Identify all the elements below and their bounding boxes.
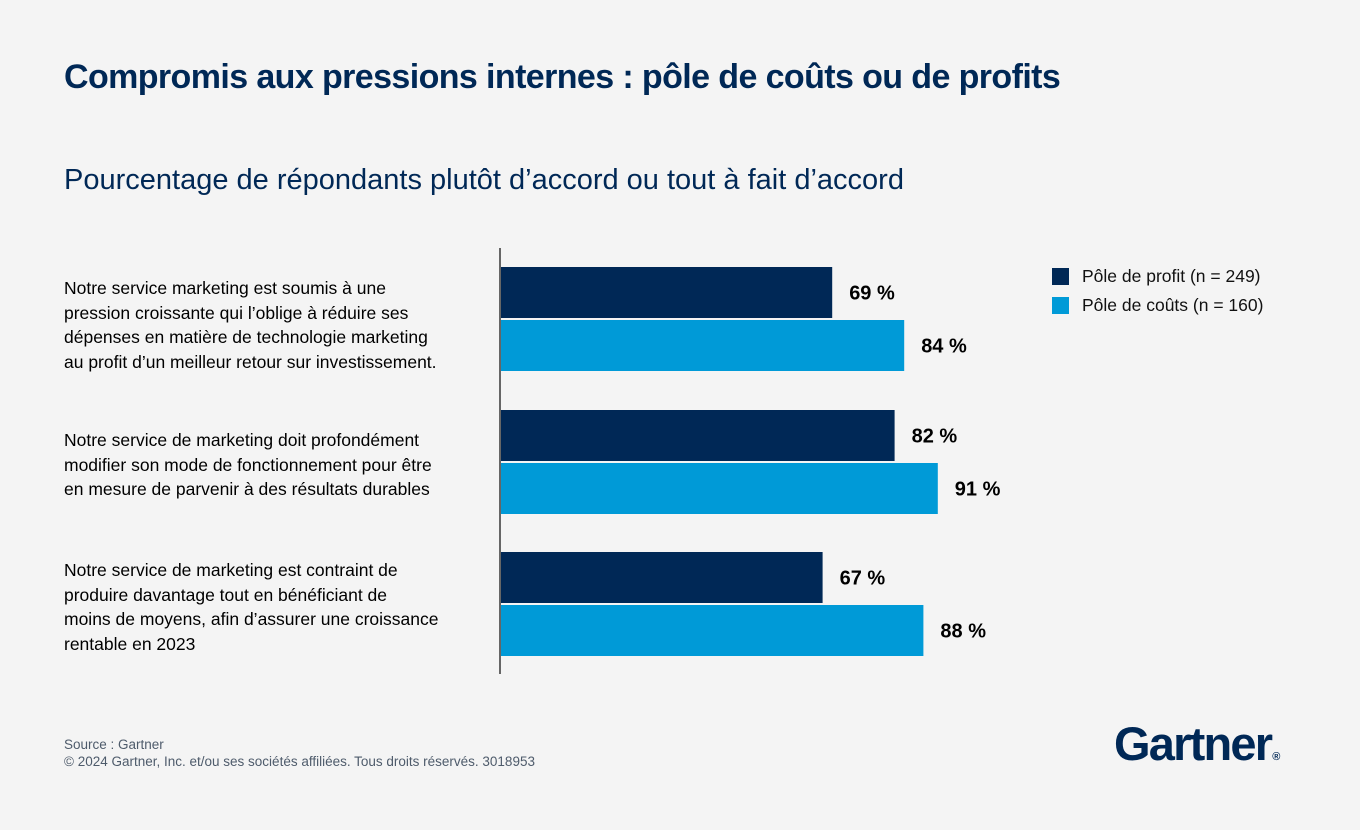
gartner-logo: Gartner®	[1114, 716, 1280, 771]
data-label-profit-3: 67 %	[840, 568, 886, 590]
legend-item-profit: Pôle de profit (n = 249)	[1052, 262, 1263, 291]
source-note: Source : Gartner	[64, 737, 164, 752]
data-label-profit-2: 82 %	[912, 426, 958, 448]
logo-text: Gartner	[1114, 717, 1273, 770]
logo-registered-mark: ®	[1272, 751, 1281, 763]
bar-costs-2	[501, 463, 938, 514]
data-label-profit-1: 69 %	[849, 283, 895, 305]
footer: Source : Gartner © 2024 Gartner, Inc. et…	[64, 736, 535, 770]
bar-costs-3	[501, 605, 924, 656]
chart-subtitle: Pourcentage de répondants plutôt d’accor…	[64, 164, 904, 196]
data-label-costs-3: 88 %	[940, 621, 986, 643]
data-label-costs-2: 91 %	[955, 479, 1001, 501]
category-label-2: Notre service de marketing doit profondé…	[64, 430, 432, 499]
legend-label-profit: Pôle de profit (n = 249)	[1082, 266, 1261, 286]
data-label-costs-1: 84 %	[921, 336, 967, 358]
bar-profit-3	[501, 552, 823, 603]
legend: Pôle de profit (n = 249) Pôle de coûts (…	[1052, 262, 1263, 320]
bar-profit-1	[501, 267, 833, 318]
legend-label-costs: Pôle de coûts (n = 160)	[1082, 295, 1264, 315]
copyright-note: © 2024 Gartner, Inc. et/ou ses sociétés …	[64, 754, 535, 769]
chart-title: Compromis aux pressions internes : pôle …	[64, 58, 1061, 96]
bar-profit-2	[501, 410, 895, 461]
legend-item-costs: Pôle de coûts (n = 160)	[1052, 291, 1263, 320]
category-label-3: Notre service de marketing est contraint…	[64, 560, 439, 654]
bar-costs-1	[501, 320, 905, 371]
legend-swatch-costs	[1052, 297, 1069, 314]
legend-swatch-profit	[1052, 268, 1069, 285]
category-label-1: Notre service marketing est soumis à une…	[64, 278, 437, 372]
